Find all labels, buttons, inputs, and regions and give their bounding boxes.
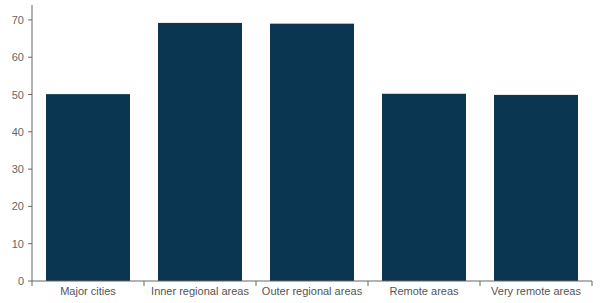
y-tick-label: 0	[18, 275, 24, 287]
bar	[494, 95, 578, 281]
x-tick	[144, 281, 145, 286]
chart: 0 10 20 30 40 50 60 70 Major cities Inner regiona…	[0, 0, 602, 303]
y-axis	[32, 5, 33, 281]
x-tick-label: Outer regional areas	[262, 285, 363, 297]
x-tick	[32, 281, 33, 286]
x-tick-label: Major cities	[60, 285, 116, 297]
y-tick	[28, 57, 32, 58]
x-tick	[480, 281, 481, 286]
x-tick	[592, 281, 593, 286]
bars	[46, 23, 578, 281]
y-tick	[28, 94, 32, 95]
y-tick	[28, 281, 32, 282]
x-tick-label: Very remote areas	[491, 285, 581, 297]
x-tick	[256, 281, 257, 286]
x-tick-label: Remote areas	[389, 285, 459, 297]
y-tick	[28, 131, 32, 132]
y-tick	[28, 19, 32, 20]
y-tick-label: 10	[12, 238, 24, 250]
x-axis	[32, 281, 592, 282]
y-tick-label: 20	[12, 200, 24, 212]
y-tick-label: 50	[12, 89, 24, 101]
y-tick-label: 30	[12, 163, 24, 175]
y-tick	[28, 206, 32, 207]
bar	[270, 24, 354, 281]
bar	[46, 94, 130, 281]
x-tick-label: Inner regional areas	[151, 285, 249, 297]
y-tick-label: 70	[12, 14, 24, 26]
y-tick	[28, 243, 32, 244]
bar	[158, 23, 242, 281]
y-tick	[28, 169, 32, 170]
bar	[382, 94, 466, 281]
x-tick	[368, 281, 369, 286]
y-tick-label: 40	[12, 126, 24, 138]
y-tick-label: 60	[12, 51, 24, 63]
